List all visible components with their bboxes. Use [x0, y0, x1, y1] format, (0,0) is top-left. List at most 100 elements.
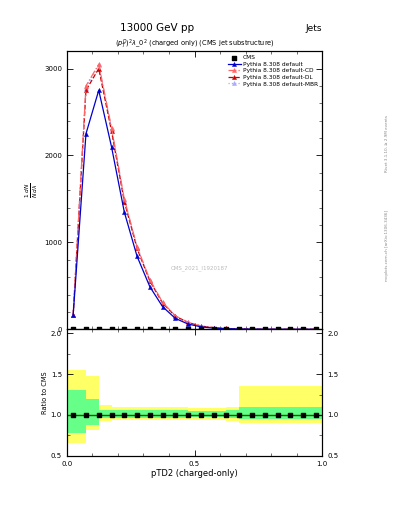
Line: Pythia 8.308 default-DL: Pythia 8.308 default-DL [71, 67, 318, 331]
Text: Jets: Jets [306, 24, 322, 33]
Pythia 8.308 default [224, 326, 229, 332]
CMS [134, 325, 140, 333]
Point [83, 411, 89, 419]
CMS [198, 325, 204, 333]
Pythia 8.308 default-DL [250, 326, 254, 332]
Pythia 8.308 default-DL [211, 325, 216, 331]
Pythia 8.308 default-CD [135, 244, 140, 250]
Pythia 8.308 default-MBR [109, 125, 114, 132]
Pythia 8.308 default-CD [314, 326, 318, 332]
CMS [83, 325, 89, 333]
CMS [172, 325, 178, 333]
Line: Pythia 8.308 default: Pythia 8.308 default [71, 88, 318, 331]
Pythia 8.308 default-CD [147, 276, 152, 283]
Point [147, 411, 153, 419]
Pythia 8.308 default-MBR [224, 326, 229, 332]
Pythia 8.308 default [250, 326, 254, 332]
CMS [287, 325, 294, 333]
Pythia 8.308 default [84, 131, 88, 137]
Text: CMS_2021_I1920187: CMS_2021_I1920187 [171, 265, 228, 271]
Pythia 8.308 default-DL [198, 323, 203, 329]
Text: Rivet 3.1.10, ≥ 2.9M events: Rivet 3.1.10, ≥ 2.9M events [385, 115, 389, 172]
Pythia 8.308 default-CD [288, 326, 293, 332]
Pythia 8.308 default-DL [224, 326, 229, 332]
Pythia 8.308 default-MBR [263, 326, 267, 332]
CMS [95, 325, 102, 333]
Point [313, 411, 319, 419]
Pythia 8.308 default [147, 284, 152, 290]
Pythia 8.308 default-CD [96, 61, 101, 67]
Point [249, 411, 255, 419]
Pythia 8.308 default-MBR [250, 326, 254, 332]
Pythia 8.308 default [173, 315, 178, 322]
Pythia 8.308 default-CD [224, 326, 229, 332]
Pythia 8.308 default-MBR [314, 326, 318, 332]
Pythia 8.308 default [135, 253, 140, 260]
Pythia 8.308 default-CD [109, 124, 114, 131]
Pythia 8.308 default-DL [147, 278, 152, 284]
Pythia 8.308 default [263, 326, 267, 332]
CMS [274, 325, 281, 333]
Pythia 8.308 default-DL [173, 313, 178, 319]
Pythia 8.308 default [211, 325, 216, 331]
Point [121, 411, 127, 419]
Pythia 8.308 default [71, 311, 75, 317]
Pythia 8.308 default-CD [211, 325, 216, 331]
Pythia 8.308 default-MBR [122, 197, 127, 203]
Pythia 8.308 default-DL [263, 326, 267, 332]
Point [211, 411, 217, 419]
X-axis label: pTD2 (charged-only): pTD2 (charged-only) [151, 470, 238, 478]
Pythia 8.308 default-CD [71, 311, 75, 317]
Point [262, 411, 268, 419]
Pythia 8.308 default-CD [301, 326, 305, 332]
Text: mcplots.cern.ch [arXiv:1306.3436]: mcplots.cern.ch [arXiv:1306.3436] [385, 210, 389, 281]
Pythia 8.308 default-DL [160, 300, 165, 306]
CMS [211, 325, 217, 333]
Point [185, 411, 191, 419]
Pythia 8.308 default-MBR [186, 319, 191, 326]
Point [108, 411, 115, 419]
Pythia 8.308 default [96, 87, 101, 93]
Y-axis label: Ratio to CMS: Ratio to CMS [42, 371, 48, 414]
CMS [108, 325, 115, 333]
Pythia 8.308 default-MBR [288, 326, 293, 332]
CMS [300, 325, 306, 333]
Pythia 8.308 default-DL [84, 87, 88, 93]
Pythia 8.308 default-DL [314, 326, 318, 332]
Pythia 8.308 default-CD [122, 196, 127, 202]
Pythia 8.308 default-DL [288, 326, 293, 332]
Pythia 8.308 default-MBR [96, 62, 101, 68]
Point [274, 411, 281, 419]
Pythia 8.308 default-DL [186, 319, 191, 326]
Line: Pythia 8.308 default-MBR: Pythia 8.308 default-MBR [71, 63, 318, 331]
CMS [121, 325, 127, 333]
Pythia 8.308 default [301, 326, 305, 332]
CMS [223, 325, 230, 333]
Pythia 8.308 default-MBR [275, 326, 280, 332]
Point [300, 411, 306, 419]
Pythia 8.308 default-MBR [237, 326, 242, 332]
Pythia 8.308 default-MBR [135, 244, 140, 250]
Pythia 8.308 default-MBR [198, 323, 203, 329]
Pythia 8.308 default [288, 326, 293, 332]
Pythia 8.308 default-MBR [84, 84, 88, 91]
Pythia 8.308 default [122, 209, 127, 215]
Pythia 8.308 default-CD [263, 326, 267, 332]
Pythia 8.308 default [186, 321, 191, 327]
CMS [160, 325, 166, 333]
Pythia 8.308 default-CD [198, 323, 203, 329]
Point [223, 411, 230, 419]
Pythia 8.308 default-CD [84, 83, 88, 89]
Pythia 8.308 default-DL [301, 326, 305, 332]
CMS [70, 325, 76, 333]
Pythia 8.308 default-MBR [160, 300, 165, 306]
Point [236, 411, 242, 419]
Pythia 8.308 default-CD [250, 326, 254, 332]
Pythia 8.308 default-DL [135, 245, 140, 251]
Text: 13000 GeV pp: 13000 GeV pp [120, 23, 194, 33]
Pythia 8.308 default [275, 326, 280, 332]
Pythia 8.308 default-MBR [71, 311, 75, 317]
Pythia 8.308 default-CD [275, 326, 280, 332]
Pythia 8.308 default-MBR [211, 325, 216, 331]
CMS [313, 325, 319, 333]
